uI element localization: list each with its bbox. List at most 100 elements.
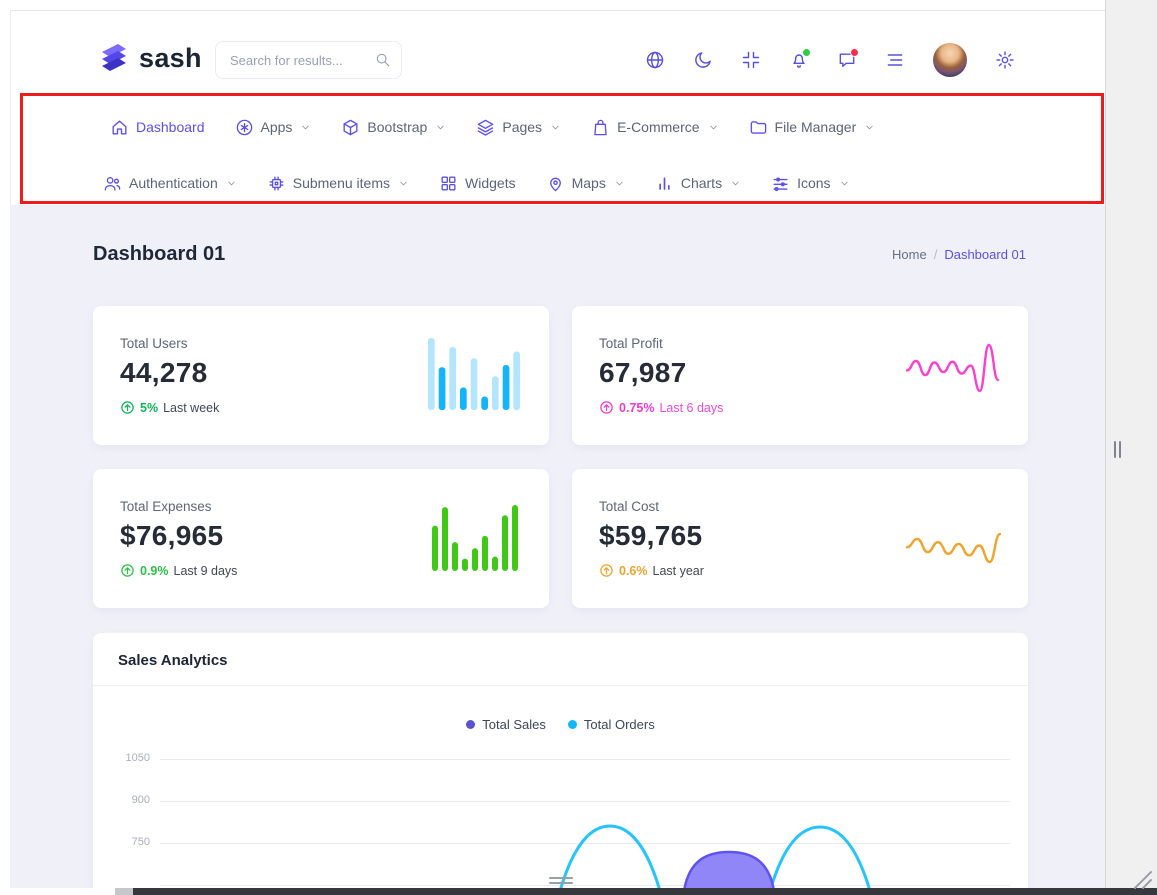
nav-item-authentication[interactable]: Authentication: [103, 174, 237, 193]
nav-label: Bootstrap: [367, 119, 428, 135]
gear-icon[interactable]: [995, 50, 1015, 70]
nav-item-submenu-items[interactable]: Submenu items: [267, 174, 409, 193]
globe-icon[interactable]: [645, 50, 665, 70]
chevron-down-icon: [732, 181, 739, 185]
cube-icon: [343, 119, 358, 135]
sales-analytics-card: Sales Analytics Total Sales Total Orders…: [93, 633, 1028, 888]
bottom-strip: [133, 888, 1157, 895]
vertical-resize-handle[interactable]: [1114, 441, 1121, 458]
nav-item-charts[interactable]: Charts: [655, 174, 741, 193]
stat-delta-percent: 0.9%: [140, 563, 169, 578]
right-gutter: [1105, 0, 1157, 895]
window-top-edge: [10, 10, 1105, 11]
nav-label: File Manager: [774, 119, 857, 135]
moon-icon[interactable]: [693, 50, 713, 70]
stat-delta-note: Last year: [652, 563, 704, 578]
asterisk-circle-icon: [236, 119, 252, 135]
stat-delta-percent: 5%: [140, 400, 159, 415]
nav-label: Icons: [797, 175, 831, 191]
chevron-down-icon: [840, 181, 848, 185]
nav-item-pages[interactable]: Pages: [476, 118, 561, 137]
users-icon: [104, 176, 121, 191]
nav-item-apps[interactable]: Apps: [235, 118, 312, 137]
stat-label: Total Cost: [599, 499, 660, 514]
notification-dot: [802, 48, 811, 57]
layers-icon: [478, 119, 494, 136]
message-dot: [850, 48, 859, 57]
stat-label: Total Expenses: [120, 499, 212, 514]
nav-item-ecommerce[interactable]: E-Commerce: [591, 118, 718, 137]
y-axis-tick: 750: [131, 836, 150, 848]
stat-delta-note: Last week: [163, 400, 220, 415]
nav-label: E-Commerce: [617, 119, 700, 135]
breadcrumb-separator: /: [933, 247, 938, 262]
stat-card-total-expenses: Total Expenses $76,965 0.9% Last 9 days: [93, 469, 549, 608]
home-icon: [112, 119, 127, 135]
chevron-down-icon: [400, 181, 407, 185]
nav-item-dashboard[interactable]: Dashboard: [110, 118, 205, 137]
fullscreen-icon[interactable]: [741, 50, 761, 70]
chevron-down-icon: [709, 125, 717, 129]
chevron-down-icon: [302, 125, 310, 129]
nav-label: Dashboard: [136, 119, 205, 135]
nav-label: Charts: [680, 175, 723, 191]
legend-item-total-sales[interactable]: Total Sales: [466, 717, 546, 732]
legend-item-total-orders[interactable]: Total Orders: [567, 717, 655, 732]
y-axis-tick: 1050: [125, 752, 150, 764]
notifications-button[interactable]: [789, 48, 811, 70]
stat-label: Total Users: [120, 336, 188, 351]
nav-label: Widgets: [465, 175, 516, 191]
sliders-icon: [773, 176, 788, 191]
avatar[interactable]: [933, 43, 967, 77]
stat-delta-percent: 0.6%: [619, 563, 648, 578]
chevron-down-icon: [616, 181, 623, 185]
stat-label: Total Profit: [599, 336, 663, 351]
stat-delta-percent: 0.75%: [619, 400, 655, 415]
legend-label: Total Orders: [583, 717, 655, 732]
nav-label: Authentication: [129, 175, 218, 191]
stat-card-total-profit: Total Profit 67,987 0.75% Last 6 days: [572, 306, 1028, 445]
menu-lines-icon[interactable]: [885, 50, 905, 70]
messages-button[interactable]: [837, 48, 859, 70]
horizontal-drag-handle[interactable]: [549, 877, 573, 884]
gridline: [160, 759, 1010, 760]
stat-card-total-cost: Total Cost $59,765 0.6% Last year: [572, 469, 1028, 608]
bar-chart-icon: [659, 177, 670, 190]
chevron-down-icon: [437, 125, 444, 129]
bell-icon: [793, 54, 805, 68]
nav-item-file-manager[interactable]: File Manager: [749, 118, 876, 137]
nav-row-1: Dashboard Apps Bootstrap Pages: [110, 112, 875, 142]
cpu-icon: [269, 175, 284, 191]
nav-item-widgets[interactable]: Widgets: [439, 174, 516, 193]
legend-dot: [466, 720, 476, 729]
search-icon: [376, 53, 390, 67]
app-window: sash: [10, 10, 1105, 888]
stat-value: $59,765: [599, 520, 703, 551]
nav-item-maps[interactable]: Maps: [546, 174, 625, 193]
logo-text: sash: [139, 42, 202, 73]
shopping-bag-icon: [594, 119, 607, 135]
total-cost-spark-chart: [905, 532, 1002, 564]
nav-label: Submenu items: [292, 175, 391, 191]
chevron-down-icon: [228, 181, 235, 185]
search-input[interactable]: [215, 41, 402, 79]
search-box: [215, 41, 402, 79]
nav-label: Pages: [502, 119, 543, 135]
stat-delta: 5% Last week: [120, 400, 521, 415]
nav-item-bootstrap[interactable]: Bootstrap: [341, 118, 446, 137]
gridline: [160, 885, 1010, 886]
chart-legend: Total Sales Total Orders: [93, 717, 1028, 732]
total-profit-spark-chart: [905, 343, 1000, 393]
arrow-up-circle-icon: [121, 401, 134, 414]
total-expenses-spark-chart: [432, 505, 518, 571]
breadcrumb-home-link[interactable]: Home: [892, 247, 927, 262]
arrow-up-circle-icon: [600, 401, 613, 414]
gridline: [160, 801, 1010, 802]
resize-grip-icon[interactable]: [1127, 864, 1153, 890]
chevron-down-icon: [552, 125, 559, 129]
stat-value: 67,987: [599, 357, 687, 388]
logo[interactable]: sash: [97, 42, 202, 74]
nav-item-icons[interactable]: Icons: [771, 174, 849, 193]
chevron-down-icon: [866, 125, 873, 129]
breadcrumb: Home / Dashboard 01: [892, 247, 1026, 262]
